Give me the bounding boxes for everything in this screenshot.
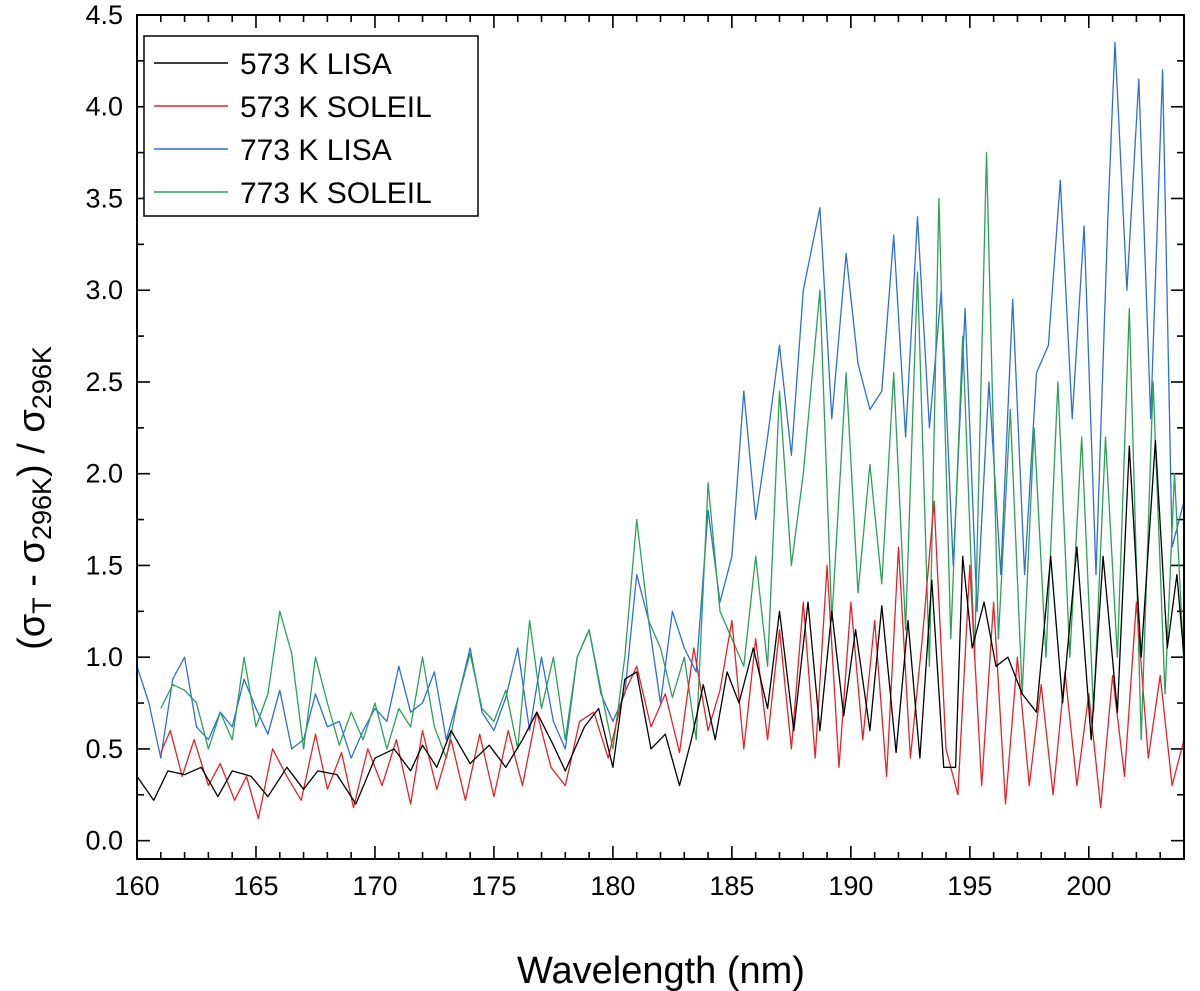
series-line-573-k-soleil: [160, 500, 1184, 820]
series-line-573-k-lisa: [137, 440, 1184, 805]
series-lines: [137, 41, 1184, 820]
series-line-773-k-lisa: [137, 41, 1184, 759]
x-tick-label: 165: [233, 871, 278, 901]
y-axis-title: (σT - σ296K) / σ296K: [11, 346, 57, 650]
legend-label-773k-soleil: 773 K SOLEIL: [240, 177, 432, 210]
y-tick-label: 3.5: [85, 183, 123, 213]
x-tick-labels: 160 165 170 175 180 185 190 195 200: [114, 871, 1111, 901]
y-axis-title-subscript: 296K: [27, 477, 57, 540]
x-tick-label: 190: [828, 871, 873, 901]
x-tick-label: 175: [471, 871, 516, 901]
y-tick-label: 1.0: [85, 642, 123, 672]
y-tick-label: 2.5: [85, 367, 123, 397]
legend-label-573k-lisa: 573 K LISA: [240, 48, 392, 81]
y-tick-label: 3.0: [85, 275, 123, 305]
x-tick-label: 160: [114, 871, 159, 901]
y-axis-title-subscript: 296K: [27, 346, 57, 409]
x-tick-label: 180: [590, 871, 635, 901]
y-axis-title-part: (σ: [11, 614, 53, 650]
y-tick-label: 0.5: [85, 734, 123, 764]
legend: 573 K LISA 573 K SOLEIL 773 K LISA 773 K…: [143, 35, 479, 217]
y-tick-label: 4.0: [85, 92, 123, 122]
legend-label-773k-lisa: 773 K LISA: [240, 134, 392, 167]
x-tick-label: 185: [709, 871, 754, 901]
x-tick-label: 200: [1066, 871, 1111, 901]
x-tick-label: 170: [352, 871, 397, 901]
series-line-773-k-soleil: [160, 151, 1184, 759]
y-tick-label: 0.0: [85, 826, 123, 856]
legend-label-573k-soleil: 573 K SOLEIL: [240, 91, 432, 124]
y-axis-title-part: ) / σ: [11, 409, 53, 477]
x-tick-label: 195: [947, 871, 992, 901]
legend-box: [143, 35, 479, 217]
y-tick-labels: 0.0 0.5 1.0 1.5 2.0 2.5 3.0 3.5 4.0 4.5: [85, 0, 123, 856]
y-tick-label: 4.5: [85, 0, 123, 30]
x-axis-title: Wavelength (nm): [517, 950, 805, 991]
plot-frame: [136, 14, 1185, 860]
y-tick-label: 1.5: [85, 550, 123, 580]
y-axis-title-part: - σ: [11, 540, 53, 597]
axis-ticks: [136, 14, 1185, 859]
y-axis-title-subscript: T: [27, 597, 57, 614]
y-tick-label: 2.0: [85, 459, 123, 489]
